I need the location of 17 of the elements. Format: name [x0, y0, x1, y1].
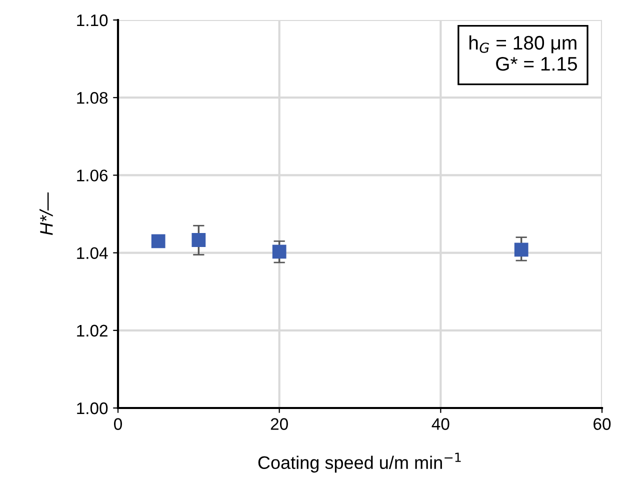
- y-tick-label: 1.10: [77, 14, 108, 26]
- y-tick-label: 1.06: [77, 170, 108, 182]
- point: [192, 233, 206, 247]
- y-tick-label: 1.04: [77, 247, 108, 260]
- x-tick-label: 0: [114, 418, 122, 430]
- x-tick-label: 40: [432, 418, 450, 430]
- y-axis-title: H*/—: [40, 192, 53, 236]
- x-tick-label: 20: [270, 418, 288, 430]
- y-tick-label: 1.02: [77, 324, 108, 337]
- point: [514, 242, 528, 257]
- y-tick-label: 1.08: [77, 92, 108, 104]
- annotation: h$_{G}$ = 180 μm G* = 1.15: [469, 35, 577, 71]
- y-tick-label: 1.00: [77, 402, 108, 414]
- point: [151, 234, 166, 248]
- x-tick-label: 60: [594, 418, 611, 430]
- x-axis-title: Coating speed u/m min$^{−1}$: [258, 452, 461, 473]
- point: [272, 244, 286, 259]
